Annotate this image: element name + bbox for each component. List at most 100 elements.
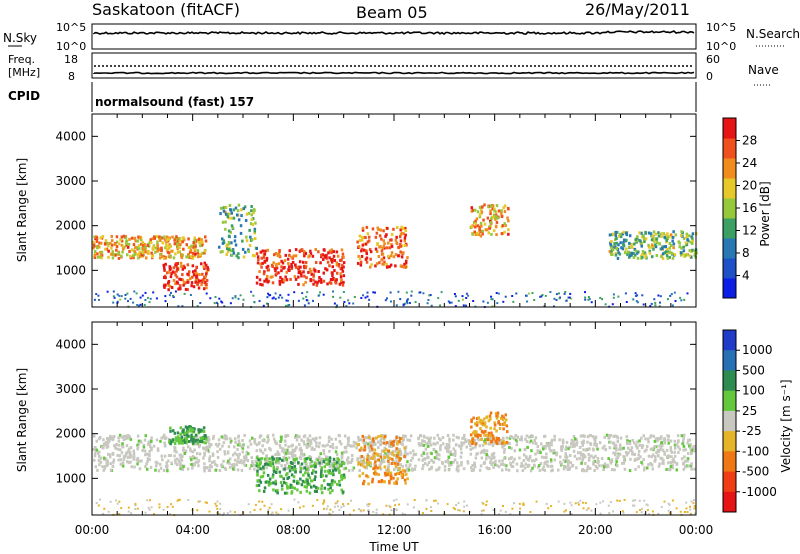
heatmap-cell-0 bbox=[127, 242, 131, 246]
heatmap-cell-2 bbox=[360, 455, 364, 458]
heatmap-cell-3 bbox=[494, 439, 498, 443]
heatmap-cell-0 bbox=[675, 462, 679, 466]
heatmap-cell-0 bbox=[690, 467, 693, 471]
heatmap-cell-0 bbox=[122, 438, 126, 442]
heatmap-cell-0 bbox=[273, 468, 277, 472]
heatmap-cell-ground bbox=[350, 499, 352, 502]
heatmap-cell-2 bbox=[302, 283, 305, 287]
heatmap-cell-2 bbox=[303, 274, 306, 278]
heatmap-cell-0 bbox=[611, 441, 615, 445]
heatmap-cell-2 bbox=[392, 439, 396, 443]
heatmap-cell-0 bbox=[579, 434, 583, 438]
heatmap-cell-1 bbox=[315, 490, 318, 493]
heatmap-cell-0 bbox=[308, 455, 311, 459]
heatmap-cell-6 bbox=[633, 247, 637, 251]
heatmap-cell-0 bbox=[385, 468, 388, 472]
heatmap-cell-ground bbox=[599, 512, 602, 515]
heatmap-cell-0 bbox=[264, 459, 267, 463]
heatmap-cell-ground bbox=[307, 302, 310, 305]
heatmap-cell-ground bbox=[204, 501, 207, 504]
heatmap-cell-6 bbox=[616, 256, 620, 260]
heatmap-cell-0 bbox=[437, 467, 440, 471]
heatmap-cell-0 bbox=[238, 442, 241, 446]
heatmap-cell-0 bbox=[195, 452, 199, 456]
heatmap-cell-ground bbox=[399, 298, 402, 301]
heatmap-cell-2 bbox=[310, 270, 313, 273]
heatmap-cell-0 bbox=[615, 435, 619, 438]
heatmap-cell-0 bbox=[165, 244, 168, 247]
ytick-label: 4000 bbox=[55, 337, 86, 351]
heatmap-cell-2 bbox=[374, 464, 377, 468]
heatmap-cell-5 bbox=[474, 219, 477, 223]
heatmap-cell-0 bbox=[147, 249, 150, 253]
heatmap-cell-5 bbox=[501, 224, 505, 227]
heatmap-cell-0 bbox=[641, 462, 644, 466]
heatmap-cell-0 bbox=[529, 439, 533, 443]
heatmap-cell-0 bbox=[457, 464, 460, 468]
heatmap-cell-ground bbox=[113, 296, 116, 299]
heatmap-cell-0 bbox=[458, 444, 461, 448]
heatmap-cell-0 bbox=[658, 444, 661, 448]
velocity-panel-frame bbox=[91, 321, 697, 516]
heatmap-cell-2 bbox=[275, 266, 279, 270]
heatmap-cell-4 bbox=[226, 250, 230, 254]
heatmap-cell-0 bbox=[447, 461, 450, 464]
heatmap-cell-5 bbox=[486, 216, 490, 220]
heatmap-cell-0 bbox=[189, 447, 192, 451]
heatmap-cell-0 bbox=[584, 462, 587, 465]
heatmap-cell-0 bbox=[667, 438, 670, 442]
heatmap-cell-0 bbox=[694, 444, 697, 448]
heatmap-cell-3 bbox=[360, 238, 364, 242]
heatmap-cell-0 bbox=[465, 439, 468, 443]
heatmap-cell-2 bbox=[312, 282, 315, 286]
heatmap-cell-1 bbox=[264, 457, 267, 461]
heatmap-cell-1 bbox=[314, 470, 318, 474]
heatmap-cell-1 bbox=[186, 288, 189, 292]
heatmap-cell-0 bbox=[524, 437, 527, 441]
heatmap-cell-5 bbox=[482, 218, 485, 222]
heatmap-cell-4 bbox=[225, 253, 228, 256]
heatmap-cell-0 bbox=[221, 444, 224, 448]
heatmap-cell-0 bbox=[111, 464, 115, 468]
heatmap-cell-0 bbox=[93, 250, 97, 253]
heatmap-cell-0 bbox=[485, 453, 488, 456]
heatmap-cell-1 bbox=[171, 270, 175, 274]
heatmap-cell-2 bbox=[299, 248, 302, 252]
heatmap-cell-3 bbox=[390, 244, 394, 248]
heatmap-cell-6 bbox=[615, 241, 619, 245]
heatmap-cell-0 bbox=[667, 461, 670, 465]
heatmap-cell-1 bbox=[172, 266, 176, 270]
heatmap-cell-0 bbox=[367, 455, 371, 458]
heatmap-cell-0 bbox=[282, 455, 285, 459]
heatmap-cell-0 bbox=[526, 458, 530, 462]
heatmap-cell-0 bbox=[291, 448, 294, 452]
heatmap-cell-ground bbox=[109, 500, 112, 503]
heatmap-cell-ground bbox=[374, 291, 376, 294]
heatmap-cell-ground bbox=[242, 298, 245, 301]
heatmap-cell-0 bbox=[233, 451, 237, 455]
heatmap-cell-0 bbox=[680, 434, 684, 438]
heatmap-cell-0 bbox=[175, 235, 178, 239]
heatmap-cell-2 bbox=[362, 459, 365, 463]
heatmap-cell-ground bbox=[641, 507, 643, 510]
heatmap-cell-0 bbox=[435, 456, 439, 460]
heatmap-cell-0 bbox=[306, 437, 309, 441]
heatmap-cell-0 bbox=[266, 440, 269, 444]
heatmap-cell-3 bbox=[484, 441, 487, 445]
heatmap-cell-2 bbox=[283, 259, 287, 263]
heatmap-cell-4 bbox=[234, 243, 238, 247]
heatmap-cell-2 bbox=[331, 271, 334, 275]
heatmap-cell-ground bbox=[312, 299, 314, 302]
heatmap-cell-1 bbox=[332, 473, 335, 477]
heatmap-cell-5 bbox=[500, 212, 503, 216]
heatmap-cell-0 bbox=[161, 241, 164, 245]
heatmap-cell-0 bbox=[568, 445, 571, 449]
heatmap-cell-2 bbox=[281, 277, 284, 281]
heatmap-cell-0 bbox=[117, 443, 121, 447]
heatmap-cell-1 bbox=[305, 457, 308, 461]
heatmap-cell-0 bbox=[133, 250, 137, 254]
heatmap-cell-0 bbox=[283, 463, 287, 467]
heatmap-cell-6 bbox=[670, 244, 673, 247]
heatmap-cell-1 bbox=[256, 473, 259, 477]
